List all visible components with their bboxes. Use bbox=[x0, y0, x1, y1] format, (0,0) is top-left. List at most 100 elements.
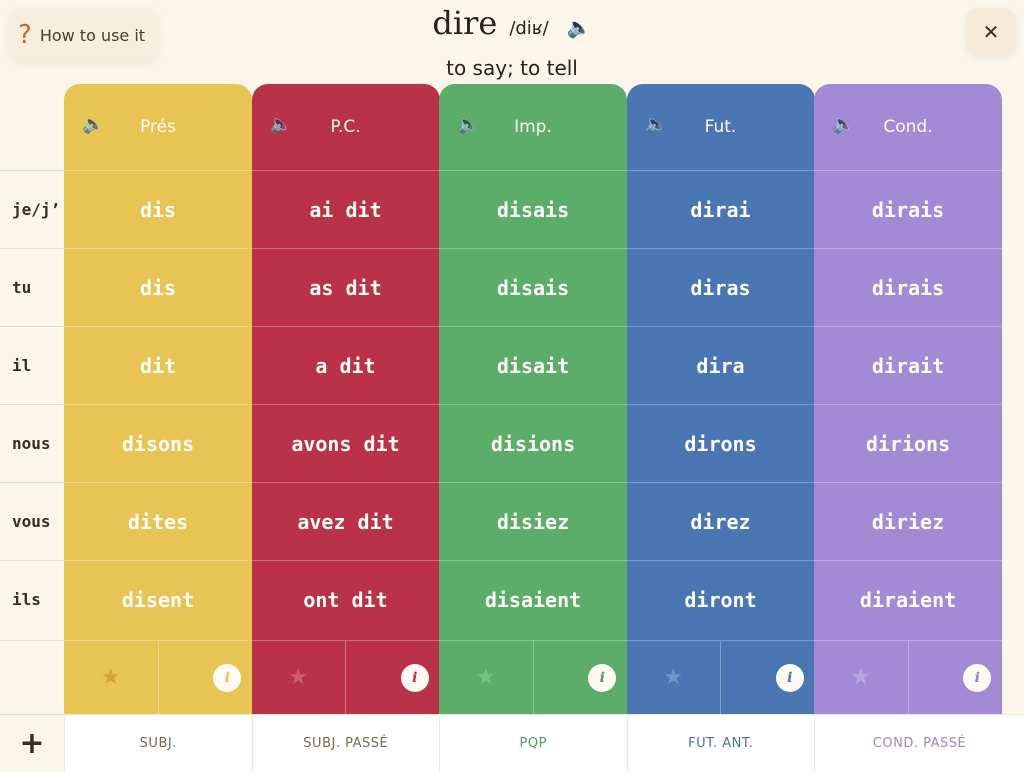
conjugation-cell[interactable]: direz bbox=[626, 482, 815, 560]
tense-tab[interactable]: PQP bbox=[439, 714, 627, 772]
pronoun-label: je/j’ bbox=[0, 170, 64, 248]
verb-meaning: to say; to tell bbox=[446, 56, 578, 80]
speaker-icon[interactable]: 🔈 bbox=[644, 114, 667, 135]
conjugation-cell[interactable]: disions bbox=[439, 404, 627, 482]
info-button[interactable]: i bbox=[345, 641, 440, 714]
info-button[interactable]: i bbox=[720, 641, 815, 714]
tense-header: 🔈 Fut. bbox=[627, 84, 815, 170]
tense-header: 🔈 Prés bbox=[64, 84, 252, 170]
info-button[interactable]: i bbox=[157, 641, 253, 714]
info-icon: i bbox=[588, 663, 617, 692]
conjugation-cell[interactable]: dirait bbox=[814, 326, 1002, 404]
tense-header: 🔈 Imp. bbox=[439, 84, 627, 170]
tense-name: Prés bbox=[140, 117, 176, 137]
pronoun-footer-spacer bbox=[0, 640, 64, 714]
tense-footer: ★ i bbox=[439, 640, 627, 714]
conjugation-cell[interactable]: diras bbox=[626, 248, 815, 326]
info-button[interactable]: i bbox=[907, 641, 1003, 714]
tense-footer: ★ i bbox=[64, 640, 252, 714]
verb-title: dire bbox=[432, 4, 498, 42]
conjugation-cell[interactable]: ont dit bbox=[251, 560, 440, 638]
tense-footer: ★ i bbox=[251, 640, 440, 714]
conjugation-cell[interactable]: disiez bbox=[439, 482, 627, 560]
tense-tab[interactable]: SUBJ. bbox=[64, 714, 252, 772]
conjugation-cell[interactable]: dis bbox=[64, 170, 252, 248]
conjugation-cell[interactable]: dirai bbox=[626, 170, 815, 248]
conjugation-cell[interactable]: diraient bbox=[814, 560, 1002, 638]
star-icon: ★ bbox=[288, 665, 309, 690]
tense-header: 🔈 P.C. bbox=[252, 84, 440, 170]
tense-name: Imp. bbox=[514, 117, 552, 137]
conjugation-cell[interactable]: disaient bbox=[439, 560, 627, 638]
pronoun-column: je/j’ tu il nous vous ils bbox=[0, 84, 64, 714]
conjugation-cell[interactable]: dites bbox=[64, 482, 252, 560]
tense-column: 🔈 Fut. dirai diras dira dirons direz diront ★ i bbox=[626, 84, 815, 714]
pronoun-label: tu bbox=[0, 248, 64, 326]
conjugation-cell[interactable]: dirais bbox=[814, 248, 1002, 326]
tense-footer: ★ i bbox=[814, 640, 1002, 714]
verb-header: dire /diʁ/ 🔈 to say; to tell bbox=[0, 4, 1024, 80]
conjugation-cell[interactable]: disais bbox=[439, 170, 627, 248]
how-to-use-label: How to use it bbox=[39, 25, 146, 45]
conjugation-cell[interactable]: avons dit bbox=[251, 404, 440, 482]
conjugation-cell[interactable]: disait bbox=[439, 326, 627, 404]
star-icon: ★ bbox=[475, 665, 496, 690]
conjugation-grid: je/j’ tu il nous vous ils 🔈 Prés dis dis dit dison… bbox=[0, 84, 1024, 714]
favorite-button[interactable]: ★ bbox=[814, 641, 908, 714]
conjugation-cell[interactable]: dira bbox=[626, 326, 815, 404]
how-to-use-button[interactable]: ? How to use it bbox=[8, 8, 160, 62]
conjugation-cell[interactable]: disent bbox=[64, 560, 252, 638]
favorite-button[interactable]: ★ bbox=[439, 641, 533, 714]
conjugation-cell[interactable]: dirons bbox=[626, 404, 815, 482]
conjugation-cell[interactable]: ai dit bbox=[251, 170, 440, 248]
tense-column: 🔈 Prés dis dis dit disons dites disent ★ i bbox=[64, 84, 252, 714]
pronoun-label: nous bbox=[0, 404, 64, 482]
conjugation-cell[interactable]: diront bbox=[626, 560, 815, 638]
verb-speaker-icon[interactable]: 🔈 bbox=[566, 15, 592, 39]
pronoun-label: ils bbox=[0, 560, 64, 638]
question-icon: ? bbox=[18, 20, 32, 50]
tense-footer: ★ i bbox=[626, 640, 815, 714]
speaker-icon[interactable]: 🔈 bbox=[457, 114, 480, 135]
speaker-icon[interactable]: 🔈 bbox=[269, 114, 292, 135]
add-tense-button[interactable]: + bbox=[0, 714, 64, 772]
conjugation-cell[interactable]: a dit bbox=[251, 326, 440, 404]
tense-name: Cond. bbox=[883, 117, 933, 137]
tense-tab[interactable]: FUT. ANT. bbox=[626, 714, 814, 772]
conjugation-cell[interactable]: dit bbox=[64, 326, 252, 404]
plus-icon: + bbox=[19, 726, 45, 761]
conjugation-cell[interactable]: dirais bbox=[814, 170, 1002, 248]
info-icon: i bbox=[213, 663, 242, 692]
bottom-tense-bar: + SUBJ. SUBJ. PASSÉ PQP FUT. ANT. COND. PASS… bbox=[0, 714, 1024, 772]
tense-column: 🔈 P.C. ai dit as dit a dit avons dit avez dit o… bbox=[251, 84, 440, 714]
info-icon: i bbox=[400, 663, 429, 692]
star-icon: ★ bbox=[663, 665, 684, 690]
conjugation-cell[interactable]: disais bbox=[439, 248, 627, 326]
tense-name: P.C. bbox=[330, 117, 361, 137]
speaker-icon[interactable]: 🔈 bbox=[832, 114, 855, 135]
favorite-button[interactable]: ★ bbox=[627, 641, 721, 714]
conjugation-cell[interactable]: dirions bbox=[814, 404, 1002, 482]
pronoun-label: vous bbox=[0, 482, 64, 560]
conjugation-cell[interactable]: dis bbox=[64, 248, 252, 326]
verb-ipa: /diʁ/ bbox=[509, 18, 549, 39]
info-icon: i bbox=[963, 663, 992, 692]
close-icon: ✕ bbox=[982, 20, 1000, 44]
tense-tab[interactable]: SUBJ. PASSÉ bbox=[251, 714, 439, 772]
tense-column: 🔈 Cond. dirais dirais dirait dirions diriez dir… bbox=[814, 84, 1002, 714]
conjugation-cell[interactable]: disons bbox=[64, 404, 252, 482]
close-button[interactable]: ✕ bbox=[966, 8, 1016, 56]
conjugation-cell[interactable]: avez dit bbox=[251, 482, 440, 560]
pronoun-label: il bbox=[0, 326, 64, 404]
info-button[interactable]: i bbox=[532, 641, 628, 714]
favorite-button[interactable]: ★ bbox=[64, 641, 158, 714]
tense-header: 🔈 Cond. bbox=[814, 84, 1002, 170]
speaker-icon[interactable]: 🔈 bbox=[82, 114, 105, 135]
conjugation-cell[interactable]: diriez bbox=[814, 482, 1002, 560]
tense-name: Fut. bbox=[704, 117, 737, 137]
conjugation-cell[interactable]: as dit bbox=[251, 248, 440, 326]
tense-tab[interactable]: COND. PASSÉ bbox=[814, 714, 1024, 772]
tense-column: 🔈 Imp. disais disais disait disions disiez disa… bbox=[439, 84, 627, 714]
favorite-button[interactable]: ★ bbox=[252, 641, 346, 714]
star-icon: ★ bbox=[850, 665, 871, 690]
